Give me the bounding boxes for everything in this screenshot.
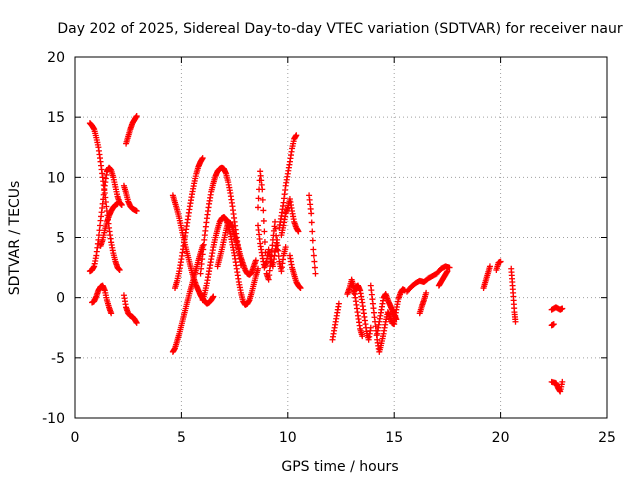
data-point-cluster-o <box>260 207 267 214</box>
data-point-arc-ad <box>497 258 504 265</box>
plot-frame <box>74 56 608 419</box>
data-point-cluster-o <box>261 239 268 246</box>
data-point-arc-j <box>199 155 206 162</box>
data-point-arc-p <box>293 132 300 139</box>
data-point-arc-u <box>359 333 366 340</box>
data-point-cluster-o <box>260 217 267 224</box>
data-point-arc-s <box>308 219 315 226</box>
data-point-cluster-n <box>275 247 282 254</box>
data-point-arc-s <box>308 210 315 217</box>
data-point-arc-a <box>116 266 123 273</box>
data-point-arc-s <box>311 258 318 265</box>
x-tick-label: 25 <box>598 430 616 446</box>
data-point-cluster-o <box>262 249 269 256</box>
data-point-arc-ac <box>486 263 493 270</box>
data-point-arc-b <box>118 202 125 209</box>
data-point-arc-v <box>367 324 374 331</box>
y-tick-label: 5 <box>56 231 65 247</box>
y-axis-label: SDTVAR / TECUs <box>7 181 23 296</box>
chart-title: Day 202 of 2025, Sidereal Day-to-day VTE… <box>57 21 623 37</box>
data-points <box>86 112 566 395</box>
data-point-arc-t <box>335 300 342 307</box>
data-point-arc-z <box>446 264 453 271</box>
data-point-cluster-o <box>273 239 280 246</box>
x-tick-label: 5 <box>177 430 186 446</box>
y-tick-label: 15 <box>47 110 65 126</box>
data-point-arc-ab <box>444 268 451 275</box>
data-point-arc-ae <box>512 318 519 325</box>
data-point-arc-s <box>311 264 318 271</box>
data-point-cluster-o <box>272 225 279 232</box>
data-point-cluster-o <box>274 246 281 253</box>
data-point-arc-s <box>312 270 319 277</box>
data-point-cluster-o <box>259 186 266 193</box>
data-point-cluster-o <box>262 260 269 267</box>
data-point-arc-ah <box>559 378 566 385</box>
data-point-cluster-o <box>255 195 262 202</box>
data-point-arc-g <box>133 319 140 326</box>
data-point-arc-s <box>310 246 317 253</box>
y-tick-label: -10 <box>42 411 65 427</box>
data-point-arc-s <box>309 228 316 235</box>
x-axis-label: GPS time / hours <box>281 459 398 475</box>
data-point-cluster-n <box>282 244 289 251</box>
data-point-cluster-o <box>273 232 280 239</box>
data-point-arc-af <box>559 305 566 312</box>
data-point-cluster-o <box>255 204 262 211</box>
data-point-arc-e <box>133 112 140 119</box>
data-point-cluster-o <box>268 253 275 260</box>
data-point-cluster-o <box>267 258 274 265</box>
axis-ticks: 0 5 10 15 20 25 -10 -5 0 5 10 15 20 <box>42 50 616 446</box>
data-point-arc-i <box>210 293 217 300</box>
data-point-arc-s <box>310 252 317 259</box>
data-point-cluster-o <box>269 242 276 249</box>
data-point-arc-l <box>255 265 262 272</box>
x-tick-label: 15 <box>385 430 403 446</box>
data-point-arc-q <box>295 228 302 235</box>
data-point-arc-ag <box>550 321 557 328</box>
data-point-arc-r <box>297 285 304 292</box>
grid-lines <box>75 57 607 418</box>
data-point-arc-f <box>133 208 140 215</box>
data-point-cluster-o <box>261 228 268 235</box>
data-point-arc-aa <box>423 289 430 296</box>
y-tick-label: 20 <box>47 50 65 66</box>
data-point-arc-c <box>114 200 121 207</box>
data-point-arc-m <box>252 257 259 264</box>
y-tick-label: 0 <box>56 291 65 307</box>
x-tick-label: 10 <box>279 430 297 446</box>
data-point-arc-s <box>309 237 316 244</box>
data-point-cluster-o <box>272 218 279 225</box>
data-point-cluster-o <box>259 196 266 203</box>
x-tick-label: 0 <box>71 430 80 446</box>
y-tick-label: 10 <box>47 170 65 186</box>
data-point-cluster-o <box>268 247 275 254</box>
data-point-arc-d <box>108 310 115 317</box>
y-tick-label: -5 <box>51 351 65 367</box>
x-tick-label: 20 <box>492 430 510 446</box>
